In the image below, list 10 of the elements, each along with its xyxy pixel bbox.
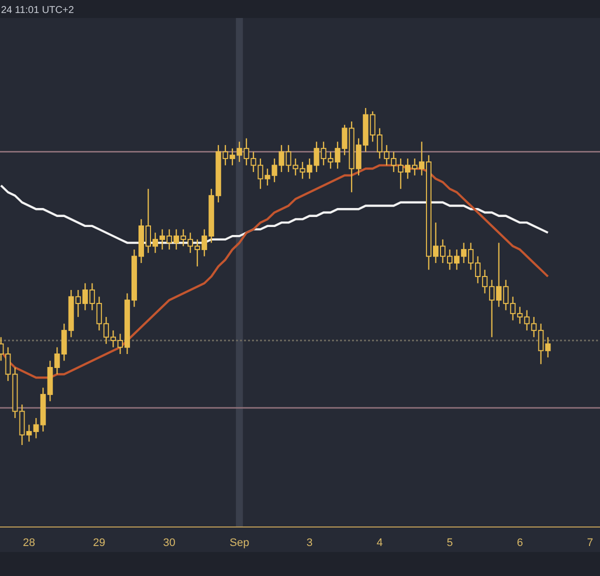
x-tick-label: 29 — [93, 537, 106, 549]
x-tick-label: 5 — [446, 537, 453, 549]
x-tick-label: 6 — [516, 537, 523, 549]
text: 24 11:01 UTC+2 — [1, 5, 74, 16]
x-tick-label: 28 — [22, 537, 36, 549]
x-tick-label: 30 — [163, 537, 176, 549]
x-tick-label: 7 — [586, 537, 594, 549]
x-tick-label: Sep — [230, 537, 250, 549]
x-tick-label: 3 — [306, 537, 313, 549]
x-tick-label: 4 — [376, 537, 383, 549]
